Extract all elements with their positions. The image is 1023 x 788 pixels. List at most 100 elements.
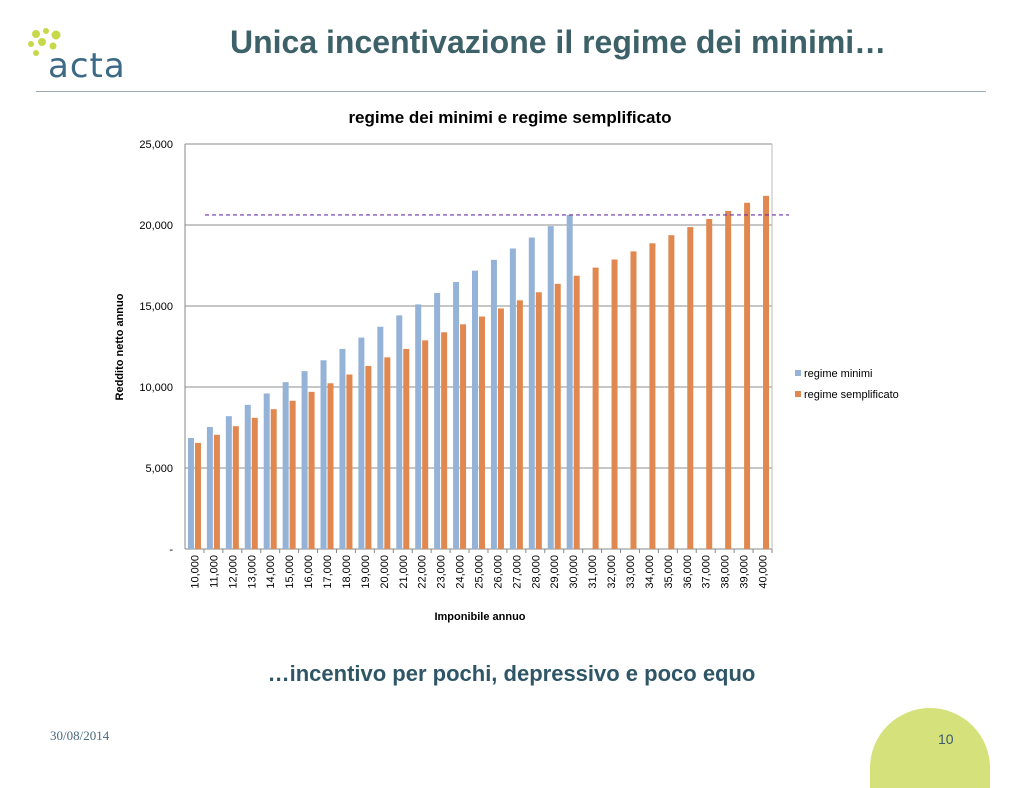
bar-regime-minimi	[509, 248, 516, 550]
bar-regime-minimi	[528, 237, 535, 549]
x-tick-label: 12,000	[227, 555, 239, 589]
slide-title: Unica incentivazione il regime dei minim…	[230, 24, 887, 60]
x-tick-label: 34,000	[644, 555, 656, 589]
bar-regime-minimi	[339, 348, 346, 549]
bar-regime-semplificato	[289, 400, 296, 549]
x-tick-label: 15,000	[284, 555, 296, 589]
page-number: 10	[938, 731, 954, 747]
bar-regime-minimi	[377, 326, 384, 549]
chart-title: regime dei minimi e regime semplificato	[348, 108, 671, 127]
bar-regime-semplificato	[308, 391, 315, 549]
bar-regime-minimi	[490, 259, 497, 549]
legend-swatch	[795, 370, 801, 376]
x-tick-label: 31,000	[587, 555, 599, 589]
x-tick-label: 33,000	[625, 555, 637, 589]
legend-label: regime minimi	[804, 368, 872, 380]
bar-regime-semplificato	[497, 308, 504, 549]
bar-regime-semplificato	[441, 332, 448, 549]
x-tick-label: 23,000	[436, 555, 448, 589]
x-tick-label: 14,000	[265, 555, 277, 589]
x-tick-label: 30,000	[568, 555, 580, 589]
y-axis-label: Reddito netto annuo	[114, 293, 126, 400]
x-axis-label: Imponibile annuo	[434, 611, 525, 623]
bar-chart: regime dei minimi e regime semplificato …	[114, 108, 899, 623]
bar-regime-semplificato	[251, 417, 258, 549]
x-tick-label: 39,000	[739, 555, 751, 589]
bar-regime-minimi	[244, 404, 251, 549]
legend-label: regime semplificato	[804, 389, 899, 401]
title-divider	[36, 91, 986, 92]
bar-regime-minimi	[415, 304, 422, 549]
x-tick-label: 26,000	[492, 555, 504, 589]
bar-regime-semplificato	[403, 348, 410, 549]
bar-regime-minimi	[225, 416, 232, 549]
bar-regime-semplificato	[554, 283, 561, 549]
bar-regime-semplificato	[327, 383, 334, 549]
bar-regime-minimi	[301, 371, 308, 549]
bar-regime-semplificato	[592, 267, 599, 549]
bar-regime-semplificato	[384, 357, 391, 549]
x-tick-label: 11,000	[208, 555, 220, 588]
bar-regime-semplificato	[573, 275, 580, 549]
y-tick-label: 15,000	[139, 301, 173, 313]
x-tick-label: 18,000	[341, 555, 353, 589]
bar-regime-minimi	[263, 393, 270, 549]
bar-regime-semplificato	[687, 227, 694, 549]
bar-regime-semplificato	[744, 202, 751, 549]
bar-regime-semplificato	[706, 219, 713, 550]
x-tick-label: 17,000	[322, 555, 334, 589]
x-tick-label: 21,000	[398, 555, 410, 589]
logo-text: acta	[48, 46, 126, 86]
bar-regime-semplificato	[232, 426, 239, 549]
x-tick-label: 19,000	[360, 555, 372, 589]
x-tick-label: 37,000	[701, 555, 713, 589]
bar-regime-semplificato	[535, 292, 542, 549]
bar-regime-semplificato	[611, 259, 618, 549]
y-tick-label: 10,000	[139, 382, 173, 394]
bar-regime-minimi	[187, 438, 194, 549]
x-tick-label: 35,000	[663, 555, 675, 589]
x-tick-label: 16,000	[303, 555, 315, 589]
bar-regime-minimi	[547, 226, 554, 549]
x-tick-label: 36,000	[682, 555, 694, 589]
slide-date: 30/08/2014	[50, 728, 110, 743]
bar-regime-minimi	[358, 337, 365, 549]
x-tick-label: 28,000	[530, 555, 542, 589]
bar-regime-semplificato	[270, 409, 277, 549]
y-tick-label: 20,000	[139, 220, 173, 232]
bar-regime-minimi	[396, 315, 403, 549]
bar-regime-minimi	[566, 214, 573, 549]
x-tick-label: 10,000	[189, 555, 201, 589]
bar-regime-semplificato	[365, 365, 372, 549]
bar-regime-semplificato	[668, 235, 675, 549]
bar-regime-semplificato	[649, 243, 656, 549]
acta-logo: acta	[26, 26, 146, 86]
bar-regime-semplificato	[630, 251, 637, 549]
bar-regime-semplificato	[725, 210, 732, 549]
bar-regime-semplificato	[194, 442, 201, 549]
bar-regime-minimi	[472, 270, 478, 549]
bar-regime-minimi	[453, 282, 460, 549]
bar-regime-semplificato	[479, 316, 485, 549]
logo-dots-icon	[28, 28, 61, 56]
x-tick-label: 40,000	[758, 555, 770, 589]
bar-regime-semplificato	[213, 434, 220, 549]
x-tick-label: 38,000	[720, 555, 732, 589]
bar-regime-semplificato	[422, 340, 429, 549]
x-tick-label: 24,000	[455, 555, 467, 589]
x-tick-label: 32,000	[606, 555, 618, 589]
bar-regime-semplificato	[516, 300, 523, 549]
bar-regime-minimi	[320, 360, 327, 549]
bar-regime-semplificato	[763, 195, 770, 549]
x-tick-label: 22,000	[417, 555, 429, 589]
legend-swatch	[795, 391, 801, 397]
x-tick-label: 25,000	[474, 555, 486, 589]
x-tick-label: 29,000	[549, 555, 561, 589]
bar-regime-minimi	[206, 427, 213, 549]
bar-regime-semplificato	[346, 374, 353, 549]
y-tick-label: 25,000	[139, 139, 173, 151]
x-tick-label: 27,000	[511, 555, 523, 589]
bar-regime-semplificato	[460, 324, 467, 549]
x-tick-label: 13,000	[246, 555, 258, 589]
x-tick-label: 20,000	[379, 555, 391, 589]
